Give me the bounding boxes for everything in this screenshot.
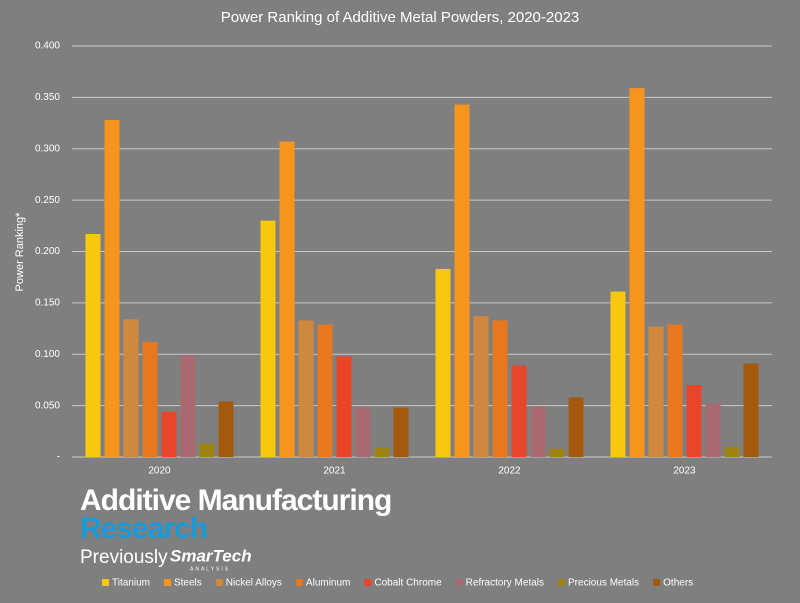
bar: [104, 119, 120, 457]
legend-label: Aluminum: [306, 578, 350, 589]
legend-label: Titanium: [112, 578, 150, 589]
y-axis-label: Power Ranking*: [14, 212, 26, 292]
bar: [435, 268, 451, 457]
legend-swatch: [364, 579, 372, 586]
bar: [724, 446, 740, 457]
legend-swatch: [102, 579, 109, 586]
y-tick-label: 0.050: [35, 400, 60, 411]
legend-label: Steels: [174, 578, 202, 589]
chart-title: Power Ranking of Additive Metal Powders,…: [221, 9, 580, 26]
y-tick-label: 0.250: [35, 195, 60, 206]
legend-swatch: [558, 579, 566, 586]
y-tick-label: 0.200: [35, 246, 60, 257]
bar: [492, 320, 508, 457]
x-tick-label: 2020: [148, 466, 171, 477]
legend-swatch: [163, 579, 171, 586]
bar: [530, 406, 546, 457]
bar: [161, 411, 177, 457]
bar: [85, 234, 101, 457]
y-tick-label: 0.350: [35, 92, 60, 103]
logo-brand-sub: ANALYSIS: [190, 566, 230, 572]
legend-label: Precious Metals: [568, 578, 639, 589]
bar: [393, 407, 409, 457]
bar: [667, 324, 683, 457]
bar: [374, 447, 390, 457]
legend-swatch: [295, 579, 303, 586]
bar: [142, 341, 158, 457]
bar: [705, 403, 721, 457]
logo-line2: Research: [80, 512, 207, 545]
legend-label: Others: [663, 578, 693, 589]
y-tick-label: 0.150: [35, 298, 60, 309]
logo-previously: Previously: [80, 547, 168, 568]
x-tick-label: 2021: [323, 466, 346, 477]
y-tick-label: 0.300: [35, 143, 60, 154]
bar: [260, 220, 276, 457]
legend-swatch: [455, 579, 463, 586]
bar: [180, 355, 196, 457]
x-tick-label: 2022: [498, 466, 521, 477]
logo-brand: SmarTech: [170, 546, 252, 565]
bar: [123, 319, 139, 457]
bar: [610, 291, 626, 457]
bar: [279, 141, 295, 457]
y-tick-label: -: [57, 452, 60, 463]
bar: [355, 407, 371, 457]
bar: [743, 363, 759, 457]
bar: [298, 320, 314, 457]
legend-label: Cobalt Chrome: [374, 578, 442, 589]
bar: [218, 401, 234, 457]
legend-label: Refractory Metals: [466, 578, 544, 589]
y-tick-label: 0.100: [35, 349, 60, 360]
bar: [454, 104, 470, 457]
x-tick-label: 2023: [673, 466, 696, 477]
bar: [473, 316, 489, 457]
bar: [199, 443, 215, 457]
bar: [568, 397, 584, 457]
bar: [336, 356, 352, 457]
legend-label: Nickel Alloys: [226, 578, 282, 589]
bar: [629, 88, 645, 457]
y-tick-label: 0.400: [35, 41, 60, 52]
bar: [549, 448, 565, 457]
logo-line1: Additive Manufacturing: [80, 484, 391, 517]
bar: [686, 385, 702, 457]
bar: [648, 326, 664, 457]
bar: [511, 365, 527, 457]
legend-swatch: [653, 579, 661, 586]
bar: [317, 324, 333, 457]
legend-swatch: [215, 579, 223, 586]
